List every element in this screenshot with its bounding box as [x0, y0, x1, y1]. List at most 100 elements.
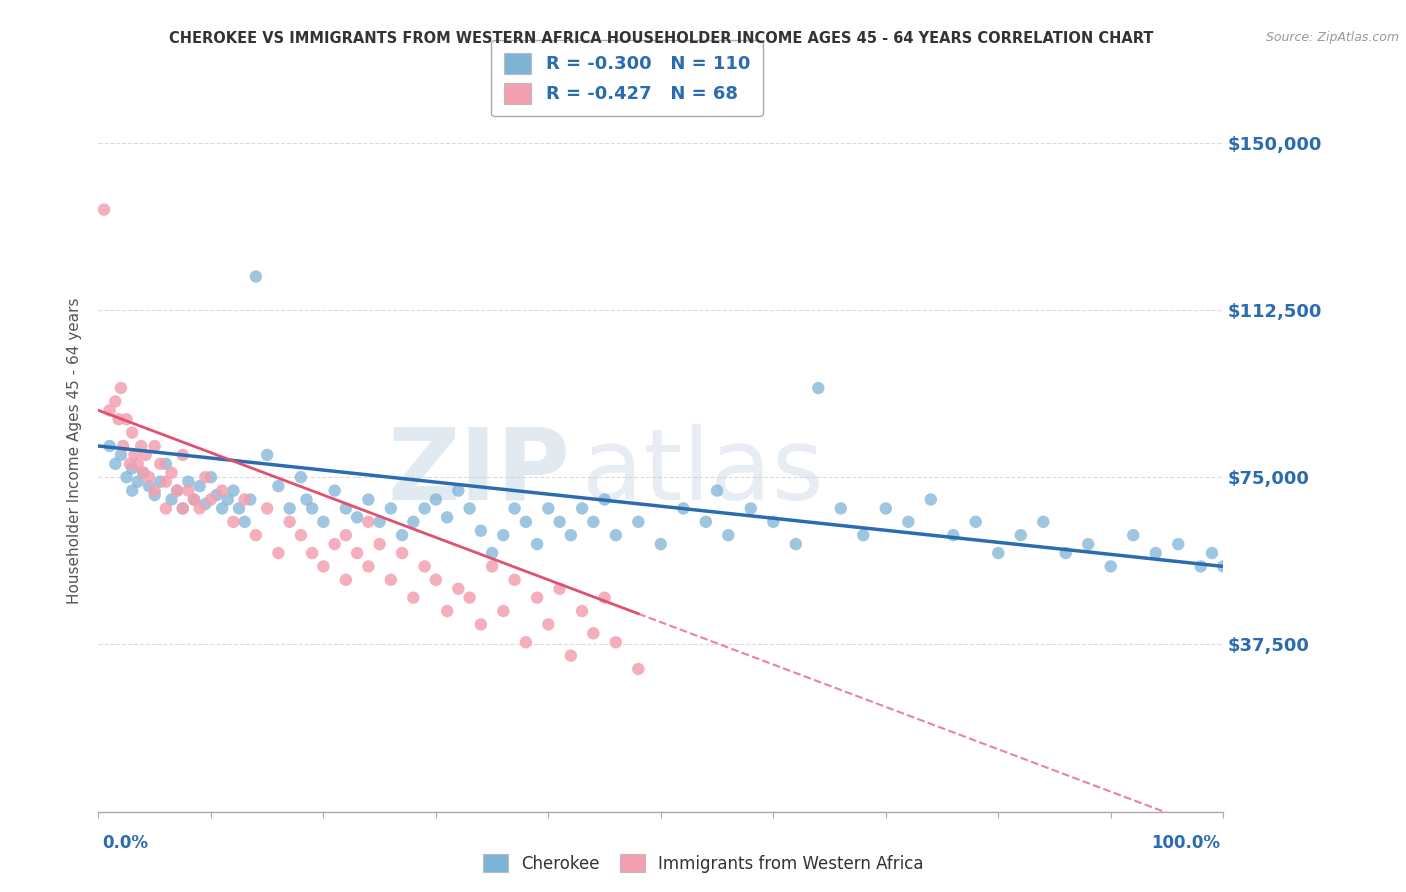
- Text: ZIP: ZIP: [388, 424, 571, 521]
- Point: [149, 457, 172, 471]
- Point: [211, 501, 233, 516]
- Point: [217, 492, 239, 507]
- Point: [537, 501, 560, 516]
- Point: [155, 475, 177, 489]
- Point: [807, 381, 830, 395]
- Point: [312, 559, 335, 574]
- Point: [503, 573, 526, 587]
- Point: [830, 501, 852, 516]
- Point: [93, 202, 115, 217]
- Point: [233, 515, 256, 529]
- Point: [323, 537, 346, 551]
- Point: [323, 483, 346, 498]
- Point: [267, 546, 290, 560]
- Point: [852, 528, 875, 542]
- Point: [548, 515, 571, 529]
- Text: Source: ZipAtlas.com: Source: ZipAtlas.com: [1265, 31, 1399, 45]
- Point: [492, 528, 515, 542]
- Point: [458, 501, 481, 516]
- Point: [135, 448, 157, 462]
- Point: [1077, 537, 1099, 551]
- Legend: R = -0.300   N = 110, R = -0.427   N = 68: R = -0.300 N = 110, R = -0.427 N = 68: [492, 40, 762, 117]
- Point: [239, 492, 262, 507]
- Point: [301, 501, 323, 516]
- Point: [515, 635, 537, 649]
- Point: [155, 501, 177, 516]
- Point: [346, 546, 368, 560]
- Point: [177, 475, 200, 489]
- Point: [368, 515, 391, 529]
- Point: [1122, 528, 1144, 542]
- Point: [897, 515, 920, 529]
- Point: [290, 470, 312, 484]
- Point: [290, 528, 312, 542]
- Point: [571, 604, 593, 618]
- Point: [183, 492, 205, 507]
- Point: [121, 483, 143, 498]
- Point: [695, 515, 717, 529]
- Point: [98, 439, 121, 453]
- Point: [98, 403, 121, 417]
- Point: [172, 448, 194, 462]
- Point: [104, 457, 127, 471]
- Point: [515, 515, 537, 529]
- Point: [481, 559, 503, 574]
- Point: [1099, 559, 1122, 574]
- Point: [112, 439, 135, 453]
- Point: [627, 515, 650, 529]
- Point: [413, 501, 436, 516]
- Point: [127, 457, 149, 471]
- Point: [582, 626, 605, 640]
- Point: [194, 470, 217, 484]
- Point: [1201, 546, 1223, 560]
- Point: [188, 479, 211, 493]
- Point: [605, 528, 627, 542]
- Point: [447, 483, 470, 498]
- Point: [132, 466, 155, 480]
- Point: [942, 528, 965, 542]
- Point: [526, 591, 548, 605]
- Point: [346, 510, 368, 524]
- Point: [149, 475, 172, 489]
- Point: [256, 448, 278, 462]
- Point: [143, 488, 166, 502]
- Point: [188, 501, 211, 516]
- Point: [875, 501, 897, 516]
- Point: [920, 492, 942, 507]
- Point: [1189, 559, 1212, 574]
- Point: [107, 412, 129, 426]
- Point: [245, 528, 267, 542]
- Point: [537, 617, 560, 632]
- Point: [380, 501, 402, 516]
- Point: [138, 479, 160, 493]
- Point: [177, 483, 200, 498]
- Legend: Cherokee, Immigrants from Western Africa: Cherokee, Immigrants from Western Africa: [477, 847, 929, 880]
- Point: [593, 492, 616, 507]
- Point: [605, 635, 627, 649]
- Point: [110, 381, 132, 395]
- Point: [124, 448, 146, 462]
- Point: [211, 483, 233, 498]
- Point: [785, 537, 807, 551]
- Point: [233, 492, 256, 507]
- Point: [548, 582, 571, 596]
- Point: [357, 559, 380, 574]
- Point: [391, 546, 413, 560]
- Point: [470, 524, 492, 538]
- Point: [222, 515, 245, 529]
- Point: [110, 448, 132, 462]
- Point: [200, 470, 222, 484]
- Point: [425, 573, 447, 587]
- Text: 100.0%: 100.0%: [1152, 834, 1220, 852]
- Point: [526, 537, 548, 551]
- Point: [228, 501, 250, 516]
- Point: [560, 528, 582, 542]
- Point: [301, 546, 323, 560]
- Point: [183, 492, 205, 507]
- Point: [740, 501, 762, 516]
- Point: [571, 501, 593, 516]
- Point: [380, 573, 402, 587]
- Point: [627, 662, 650, 676]
- Point: [368, 537, 391, 551]
- Point: [138, 470, 160, 484]
